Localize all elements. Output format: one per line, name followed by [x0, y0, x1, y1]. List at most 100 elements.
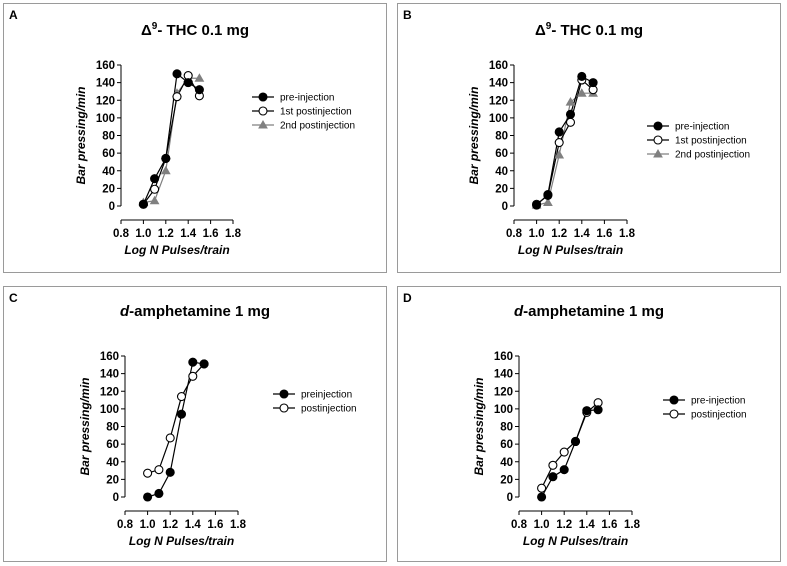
y-tick-label: 40: [495, 166, 508, 178]
data-point: [188, 371, 198, 381]
title-rest: -amphetamine 1 mg: [523, 303, 665, 320]
x-tick-label: 0.8: [117, 519, 134, 531]
data-point: [188, 357, 198, 367]
panel-title: d-amphetamine 1 mg: [4, 303, 386, 320]
x-tick-label: 1.0: [135, 228, 151, 240]
x-axis-label: Log N Pulses/train: [518, 243, 623, 257]
data-point: [183, 78, 193, 88]
data-point: [176, 409, 187, 419]
data-point: [593, 405, 603, 415]
y-tick-label: 0: [109, 201, 115, 213]
panel-a: A Δ9- THC 0.1 mg 0 20 40 60 80 100 120 140 160 0.…: [3, 3, 387, 273]
data-point: [565, 117, 576, 127]
panel-c: C d-amphetamine 1 mg 0 20 40 60 80 100 120 140 1…: [3, 286, 387, 562]
x-tick-label: 1.4: [180, 228, 197, 240]
y-tick-label: 20: [106, 474, 119, 486]
legend-label: pre-injection: [280, 93, 334, 104]
y-tick-label: 40: [500, 457, 513, 469]
x-tick-label: 1.8: [624, 519, 641, 531]
data-point: [537, 483, 547, 493]
legend-label: pre-injection: [691, 396, 745, 407]
y-tick-label: 100: [100, 404, 119, 416]
data-point: [582, 406, 592, 416]
y-tick-label: 80: [102, 131, 115, 143]
data-point: [543, 189, 553, 200]
data-point: [150, 174, 160, 184]
title-rest: -amphetamine 1 mg: [129, 303, 271, 320]
data-point: [559, 447, 569, 457]
title-prefix: Δ: [534, 22, 546, 39]
data-point: [570, 436, 581, 447]
panel-b: B Δ9- THC 0.1 mg 0 20 40 60 80 100 120 140 160 0.…: [397, 3, 781, 273]
x-tick-label: 1.6: [596, 228, 612, 240]
panel-d: D d-amphetamine 1 mg 0 20 40 60 80 100 120 140 1…: [397, 286, 781, 562]
y-axis-label: Bar pressing/min: [74, 86, 88, 184]
data-point: [176, 391, 187, 402]
y-tick-label: 140: [489, 78, 508, 90]
panel-label: A: [9, 8, 18, 22]
data-point: [172, 92, 182, 102]
legend-label: preinjection: [301, 390, 352, 401]
chart-a: 0 20 40 60 80 100 120 140 160 0.8 1.0 1.2 1.4 1.6 1.8 L…: [74, 60, 355, 257]
y-tick-label: 20: [495, 183, 508, 195]
y-tick-label: 140: [96, 78, 115, 90]
series-line-1: [541, 409, 599, 498]
title-rest: - THC 0.1 mg: [551, 22, 644, 39]
y-tick-label: 20: [500, 474, 513, 486]
data-point: [554, 138, 564, 148]
data-point: [150, 184, 160, 194]
data-point: [559, 465, 569, 475]
y-tick-label: 80: [500, 422, 513, 434]
data-point: [577, 71, 587, 82]
x-tick-label: 1.0: [534, 519, 550, 531]
legend-label: pre-injection: [675, 122, 729, 133]
legend-label: 1st postinjection: [280, 107, 352, 118]
chart-d: 0 20 40 60 80 100 120 140 160 0.8 1.0 1.2 1.4 1.6 1.8 L…: [472, 351, 747, 548]
x-tick-label: 1.2: [158, 228, 174, 240]
data-point: [548, 460, 558, 470]
y-tick-label: 20: [102, 183, 115, 195]
data-point: [165, 467, 175, 477]
legend-marker: [279, 403, 289, 413]
y-tick-label: 160: [100, 351, 119, 363]
y-tick-label: 120: [100, 386, 119, 398]
panel-label: B: [403, 8, 412, 22]
y-axis-label: Bar pressing/min: [472, 377, 486, 475]
chart-c: 0 20 40 60 80 100 120 140 160 0.8 1.0 1.2 1.4 1.6 1.8 L…: [78, 351, 357, 548]
x-tick-label: 1.0: [529, 228, 545, 240]
title-sup: 9: [545, 21, 552, 32]
data-point: [554, 149, 565, 159]
x-tick-label: 1.4: [574, 228, 591, 240]
chart-b: 0 20 40 60 80 100 120 140 160 0.8 1.0 1.2 1.4 1.6 1.8 L…: [467, 60, 750, 257]
title-sup: 9: [151, 21, 158, 32]
y-tick-label: 140: [100, 369, 119, 381]
title-prefix: Δ: [140, 22, 152, 39]
legend-label: postinjection: [301, 404, 357, 415]
x-tick-label: 1.8: [230, 519, 247, 531]
title-rest: - THC 0.1 mg: [157, 22, 250, 39]
data-point: [165, 433, 175, 443]
x-tick-label: 1.2: [162, 519, 178, 531]
y-tick-label: 0: [113, 492, 119, 504]
data-point: [194, 85, 204, 95]
y-tick-label: 100: [489, 113, 508, 125]
y-tick-label: 40: [102, 166, 115, 178]
data-point: [565, 109, 576, 119]
panel-title: d-amphetamine 1 mg: [398, 303, 780, 320]
legend-marker: [279, 389, 289, 399]
y-tick-label: 80: [495, 131, 508, 143]
x-tick-label: 1.2: [556, 519, 572, 531]
x-tick-label: 0.8: [113, 228, 130, 240]
y-tick-label: 80: [106, 422, 119, 434]
y-tick-label: 140: [494, 369, 513, 381]
legend-label: postinjection: [691, 410, 747, 421]
data-point: [565, 97, 576, 106]
y-tick-label: 100: [96, 113, 115, 125]
y-tick-label: 100: [494, 404, 513, 416]
panel-label: C: [9, 291, 18, 305]
x-tick-label: 1.6: [601, 519, 617, 531]
legend-marker: [258, 106, 268, 116]
data-point: [138, 199, 148, 209]
x-tick-label: 1.6: [207, 519, 223, 531]
y-tick-label: 60: [495, 148, 508, 160]
